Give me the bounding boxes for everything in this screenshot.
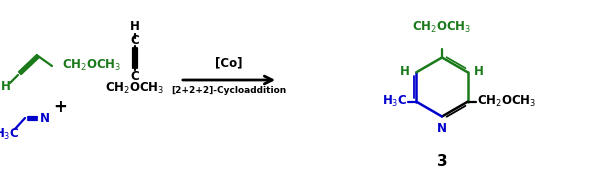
Text: CH$_2$OCH$_3$: CH$_2$OCH$_3$	[106, 80, 164, 96]
Text: N: N	[40, 111, 50, 124]
Text: N: N	[437, 122, 447, 135]
Text: H: H	[130, 20, 140, 33]
Text: H$_3$C: H$_3$C	[382, 94, 407, 109]
Text: H: H	[400, 65, 410, 78]
Text: H: H	[474, 65, 484, 78]
Text: CH$_2$OCH$_3$: CH$_2$OCH$_3$	[412, 20, 472, 35]
Text: CH$_2$OCH$_3$: CH$_2$OCH$_3$	[62, 57, 121, 73]
Text: H: H	[1, 80, 11, 93]
Text: 3: 3	[437, 155, 448, 170]
Text: C: C	[131, 33, 139, 47]
Text: +: +	[53, 98, 67, 116]
Text: [2+2+2]-Cycloaddition: [2+2+2]-Cycloaddition	[172, 86, 287, 95]
Text: CH$_2$OCH$_3$: CH$_2$OCH$_3$	[476, 94, 536, 109]
Text: [Co]: [Co]	[215, 56, 243, 69]
Text: H$_3$C: H$_3$C	[0, 127, 20, 142]
Text: C: C	[131, 69, 139, 82]
